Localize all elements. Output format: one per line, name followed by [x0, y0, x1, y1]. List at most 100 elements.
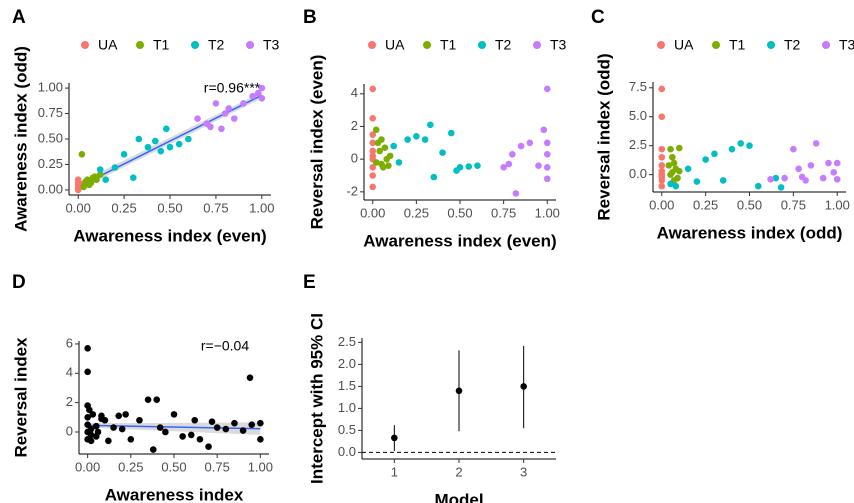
point [830, 169, 838, 176]
point [110, 424, 117, 431]
point [667, 145, 674, 153]
x-tick-label: 0.00 [66, 200, 91, 215]
point [455, 387, 463, 395]
legend-marker [136, 41, 144, 49]
point [386, 152, 394, 160]
trend-line [87, 424, 261, 430]
point [144, 396, 152, 404]
point [825, 159, 832, 167]
point [258, 94, 266, 102]
point [669, 169, 676, 176]
x-axis-title: Awareness index (even) [363, 231, 556, 250]
point [676, 167, 683, 175]
y-tick-label: 1.5 [338, 378, 356, 393]
point [669, 153, 676, 161]
point [385, 162, 392, 169]
point [369, 147, 377, 155]
point [543, 164, 551, 171]
x-tick-label: 1.00 [249, 200, 274, 215]
point [369, 183, 377, 191]
point [369, 172, 377, 179]
x-tick-label: 0.25 [404, 205, 429, 220]
x-axis-title: Awareness index (even) [73, 226, 266, 245]
point [135, 135, 143, 143]
point [369, 85, 377, 93]
point [249, 92, 256, 100]
point [240, 100, 247, 107]
legend-label: T3 [263, 37, 280, 53]
point [166, 143, 174, 151]
point [807, 162, 815, 169]
y-tick-label: 2.5 [338, 334, 356, 349]
point [474, 162, 481, 169]
point [196, 436, 204, 443]
point [207, 123, 214, 131]
legend-label: T1 [440, 37, 457, 53]
y-tick-label: 0.00 [38, 181, 63, 196]
legend-marker [478, 41, 486, 49]
point [540, 126, 548, 134]
point [254, 89, 262, 97]
point [84, 368, 91, 376]
point [369, 152, 377, 160]
point [790, 145, 797, 153]
point [84, 180, 91, 188]
point [102, 176, 110, 184]
point [212, 100, 220, 107]
point [391, 434, 398, 442]
legend-marker [191, 41, 199, 49]
point [136, 416, 143, 424]
annotation: r=−0.04 [201, 338, 249, 354]
point [96, 166, 104, 173]
point [395, 159, 403, 166]
point [122, 411, 129, 418]
point [728, 145, 736, 153]
point [246, 374, 254, 381]
point [833, 159, 841, 167]
point [500, 164, 507, 171]
point [258, 84, 266, 92]
legend-label: T2 [784, 37, 801, 53]
y-tick-label: 0.75 [38, 105, 63, 120]
point [665, 162, 673, 169]
point [672, 182, 680, 190]
x-tick-label: 1.00 [535, 205, 560, 220]
point [78, 150, 86, 158]
y-tick-label: 7.5 [629, 79, 647, 94]
point [526, 139, 534, 147]
point [719, 177, 727, 184]
x-tick-label: 0.00 [360, 205, 385, 220]
point [96, 171, 104, 178]
point [509, 150, 516, 158]
point [658, 85, 666, 93]
point [239, 427, 247, 434]
y-tick-label: 4 [66, 365, 73, 380]
legend-label: UA [98, 37, 118, 53]
point [205, 443, 212, 450]
x-axis-title: Model [434, 490, 483, 503]
annotation: r=0.96*** [204, 80, 261, 96]
y-tick-label: 5.0 [629, 108, 647, 123]
x-tick-label: 1.00 [248, 459, 273, 474]
y-tick-label: 0.25 [38, 156, 63, 171]
point [737, 140, 745, 147]
x-axis-title: Awareness index [105, 485, 244, 503]
point [767, 175, 774, 183]
point [118, 425, 126, 433]
legend-marker [712, 41, 720, 49]
y-tick-label: 6 [66, 335, 73, 350]
point [194, 115, 201, 122]
point [658, 171, 666, 178]
point [670, 159, 678, 167]
point [684, 165, 692, 173]
point [369, 139, 377, 147]
trend-line [77, 94, 263, 188]
y-tick-label: 0.0 [629, 166, 647, 181]
point [372, 159, 380, 166]
point [156, 424, 164, 431]
point [520, 383, 527, 390]
point [379, 164, 387, 171]
x-axis-title: Awareness index (odd) [657, 223, 843, 242]
point [430, 173, 438, 181]
y-tick-label: 0.0 [338, 444, 356, 459]
